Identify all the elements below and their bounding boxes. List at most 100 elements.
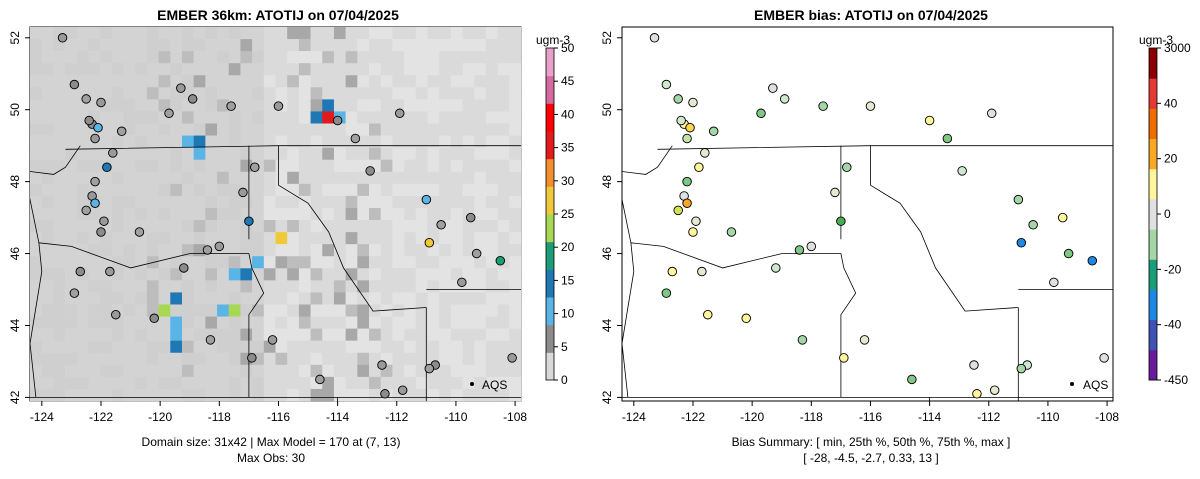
grid-cell	[181, 171, 194, 185]
grid-cell	[345, 304, 358, 317]
grid-cell	[88, 111, 101, 124]
grid-cell	[135, 87, 148, 100]
grid-cell	[392, 352, 405, 366]
grid-cell	[298, 207, 311, 221]
grid-cell	[65, 232, 78, 245]
grid-cell	[287, 292, 300, 305]
grid-cell	[146, 183, 159, 197]
grid-cell	[380, 159, 393, 173]
bias-site	[842, 162, 852, 172]
grid-cell	[345, 316, 358, 329]
grid-cell	[100, 183, 113, 197]
grid-cell	[100, 123, 113, 136]
grid-cell	[333, 39, 346, 52]
grid-cell	[30, 135, 42, 148]
grid-cell	[123, 39, 136, 52]
bias-site	[688, 97, 698, 108]
grid-cell	[415, 304, 428, 317]
grid-cell	[53, 244, 66, 257]
observation-site	[247, 353, 257, 363]
observation-site	[397, 385, 408, 395]
grid-cell	[88, 340, 101, 354]
grid-cell	[322, 328, 335, 341]
grid-cell	[170, 244, 183, 257]
grid-cell	[345, 244, 358, 257]
grid-cell	[53, 304, 66, 317]
grid-cell	[263, 171, 276, 185]
grid-cell	[474, 340, 487, 354]
grid-cell	[88, 328, 101, 341]
grid-cell	[333, 352, 346, 366]
grid-cell	[263, 159, 276, 173]
grid-cell	[76, 352, 89, 366]
grid-cell	[146, 111, 159, 124]
grid-cell	[310, 171, 323, 185]
grid-cell	[298, 27, 311, 40]
grid-cell	[263, 87, 276, 100]
observation-site	[457, 277, 467, 288]
x-tick-label: -124	[622, 410, 646, 424]
grid-cell	[509, 256, 522, 269]
grid-cell	[427, 63, 440, 76]
grid-cell	[322, 256, 335, 269]
grid-cell	[450, 135, 463, 148]
grid-cell	[380, 207, 393, 221]
grid-cell	[123, 340, 136, 354]
grid-cell	[474, 135, 487, 148]
grid-cell	[298, 75, 311, 88]
grid-cell	[228, 195, 241, 209]
grid-cell	[287, 171, 300, 185]
grid-cell	[333, 159, 346, 173]
grid-cell	[497, 111, 510, 124]
grid-cell	[298, 183, 311, 197]
grid-cell	[497, 123, 510, 136]
grid-cell	[181, 376, 194, 390]
grid-cell	[217, 183, 230, 197]
grid-cell	[287, 75, 300, 88]
grid-cell	[298, 195, 311, 209]
grid-cell	[76, 376, 89, 390]
grid-cell	[30, 51, 42, 64]
observation-site	[226, 101, 236, 111]
bias-site	[1057, 212, 1068, 223]
grid-cell	[205, 207, 218, 221]
grid-cell	[357, 183, 370, 197]
grid-cell	[193, 63, 206, 76]
model-footer-line-1: Domain size: 31x42 | Max Model = 170 at …	[142, 435, 401, 449]
legend-color-step	[1149, 349, 1157, 381]
grid-cell	[111, 364, 124, 378]
grid-cell	[88, 280, 101, 293]
grid-cell	[462, 220, 475, 233]
bias-site	[771, 263, 781, 273]
grid-cell	[252, 316, 265, 329]
legend-color-step	[1149, 168, 1157, 200]
grid-cell	[41, 87, 54, 100]
grid-cell	[170, 364, 183, 378]
grid-cell	[474, 376, 487, 390]
grid-cell	[322, 364, 335, 378]
grid-cell	[76, 123, 89, 136]
grid-cell	[404, 244, 417, 257]
grid-cell	[53, 87, 66, 100]
grid-cell	[497, 328, 510, 341]
grid-cell	[357, 123, 370, 136]
grid-cell	[111, 292, 124, 305]
grid-cell	[392, 256, 405, 269]
grid-cell	[240, 171, 253, 185]
grid-cell	[181, 328, 194, 341]
grid-cell	[275, 111, 288, 124]
state-boundary-line	[38, 242, 265, 398]
legend-tick-label: 30	[561, 174, 575, 188]
grid-cell	[275, 87, 288, 100]
grid-cell	[111, 268, 124, 281]
grid-cell	[53, 195, 66, 209]
grid-cell	[240, 39, 253, 52]
grid-cell	[450, 328, 463, 341]
grid-cell	[462, 75, 475, 88]
grid-cell	[100, 340, 113, 354]
grid-cell	[345, 220, 358, 233]
grid-cell	[427, 364, 440, 378]
grid-cell	[345, 183, 358, 197]
grid-cell	[252, 328, 265, 341]
grid-cell	[170, 292, 183, 305]
